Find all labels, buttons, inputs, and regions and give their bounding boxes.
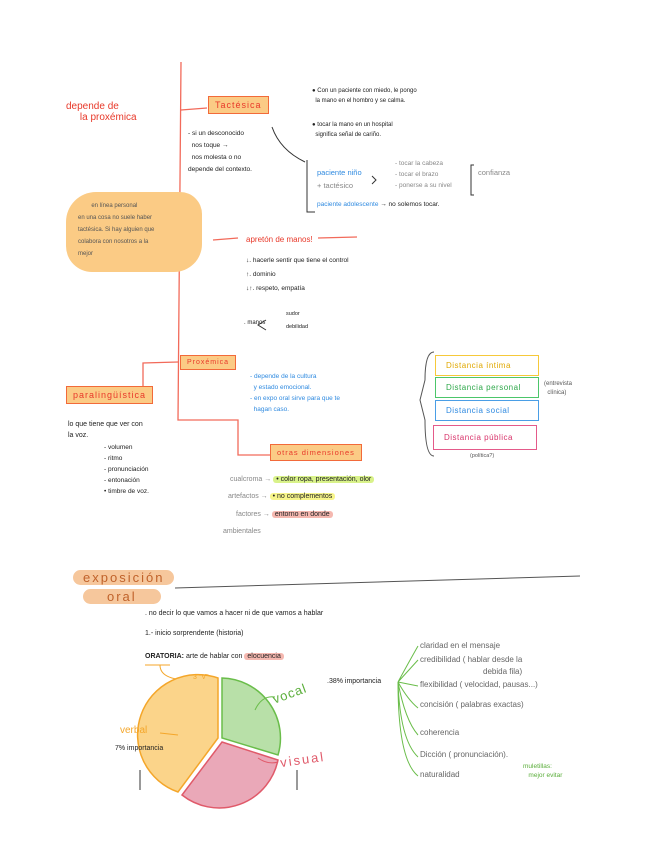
distancia-personal: Distancia personal [435,377,539,398]
cloud-text: en línea personal en una cosa no suele ha… [78,203,155,257]
distancia-intima: Distancia íntima [435,355,539,376]
expo-title-2: oral [83,589,161,604]
vocal-note: .38% importancia [327,678,382,685]
proxemica-box: Proxémica [180,355,237,370]
braces [371,164,474,196]
paralinguistica-items: - volumen - ritmo - pronunciación - entonac… [104,444,149,495]
paralinguistica-box: paralingüística [66,386,154,404]
manos-label: . manos [244,320,266,326]
entrevista-note: (entrevista clínica) [544,381,573,396]
paciente-nino: paciente niño [317,168,362,177]
arrow-nino [271,126,306,163]
pie-slice-verbal [136,673,219,793]
manos-branch [257,319,267,331]
apreton-title: apretón de manos! [246,235,313,244]
depende-label: depende de la proxémica [66,101,137,123]
paciente-adolescente: paciente adolescente → no solemos tocar. [317,201,440,208]
muletillas-note: muletillas: mejor evitar [523,763,563,779]
politica-note: (política?) [470,453,495,459]
oratoria-def: ORATORIA: arte de hablar con elocuencia [145,653,284,660]
cualidad-naturalidad: naturalidad [420,770,460,779]
chart-tick-marks [139,770,298,790]
expo-line-2: 1.- inicio sorprendente (historia) [145,630,244,637]
arrow-adolescente [306,160,315,213]
expo-title-1: exposición [73,570,175,585]
tactesica-box: Tactésica [208,96,269,114]
pie-slice-visual [180,741,279,809]
tactesico-plus: + tactésico [317,181,354,190]
cualidad-concision: concisión ( palabras exactas) [420,700,524,709]
paralinguistica-desc: lo que tiene que ver con la voz. [68,421,143,439]
otras-row-3: factores → entorno en donde [236,511,333,518]
otras-dimensiones-box: otras dimensiones [270,444,362,461]
cualidad-diccion: Dicción ( pronunciación). [420,750,509,759]
proxemica-notes: - depende de la cultura y estado emocion… [250,373,340,413]
cualidades-arrows [397,645,419,777]
pie-slice-vocal [221,677,282,756]
tactesica-bullet-1: ● Con un paciente con miedo, le pongo la… [312,88,417,104]
cualidad-coherencia: coherencia [420,728,460,737]
distancia-publica: Distancia pública [433,425,537,450]
expo-divider [174,575,581,589]
cualidad-flexibilidad: flexibilidad ( velocidad, pausas...) [420,680,538,689]
ambientales-label: ambientales [223,528,261,535]
expo-line-1: . no decir lo que vamos a hacer ni de qu… [145,610,324,617]
pie-label-verbal: verbal [120,725,148,736]
otras-row-1: cualcroma → • color ropa, presentación, … [230,476,375,483]
confianza-label: confianza [478,168,511,177]
branch-paralinguistica [142,361,179,388]
tactesica-note: - si un desconocido nos toque → nos mole… [188,130,252,173]
apreton-items: ↓. hacerle sentir que tiene el control ↑.… [246,257,349,292]
tres-v-label: 3 "V" [193,674,209,681]
branch-apreton [212,236,358,241]
otras-row-2: artefactos → • no complementos [228,493,336,500]
cualidad-credibilidad-cont: debida fila) [483,667,523,676]
verbal-note: 7% importancia [115,745,164,752]
branch-tactesica [180,107,208,111]
main-branch-line [177,61,270,456]
distancia-social: Distancia social [435,400,539,421]
note-cloud [66,192,202,272]
manos-sub: sudor debilidad [286,311,309,330]
vocal-pointer [254,696,276,711]
distancias-brace [419,351,435,457]
verbal-pointer [159,732,179,736]
cualidad-claridad: claridad en el mensaje [420,641,501,650]
nino-acciones: - tocar la cabeza - tocar el brazo - poner… [395,160,452,189]
cualidad-credibilidad: credibilidad ( hablar desde la [420,655,523,664]
visual-pointer [257,757,279,764]
tactesica-bullet-2: ● tocar la mano en un hospital significa… [312,122,393,138]
